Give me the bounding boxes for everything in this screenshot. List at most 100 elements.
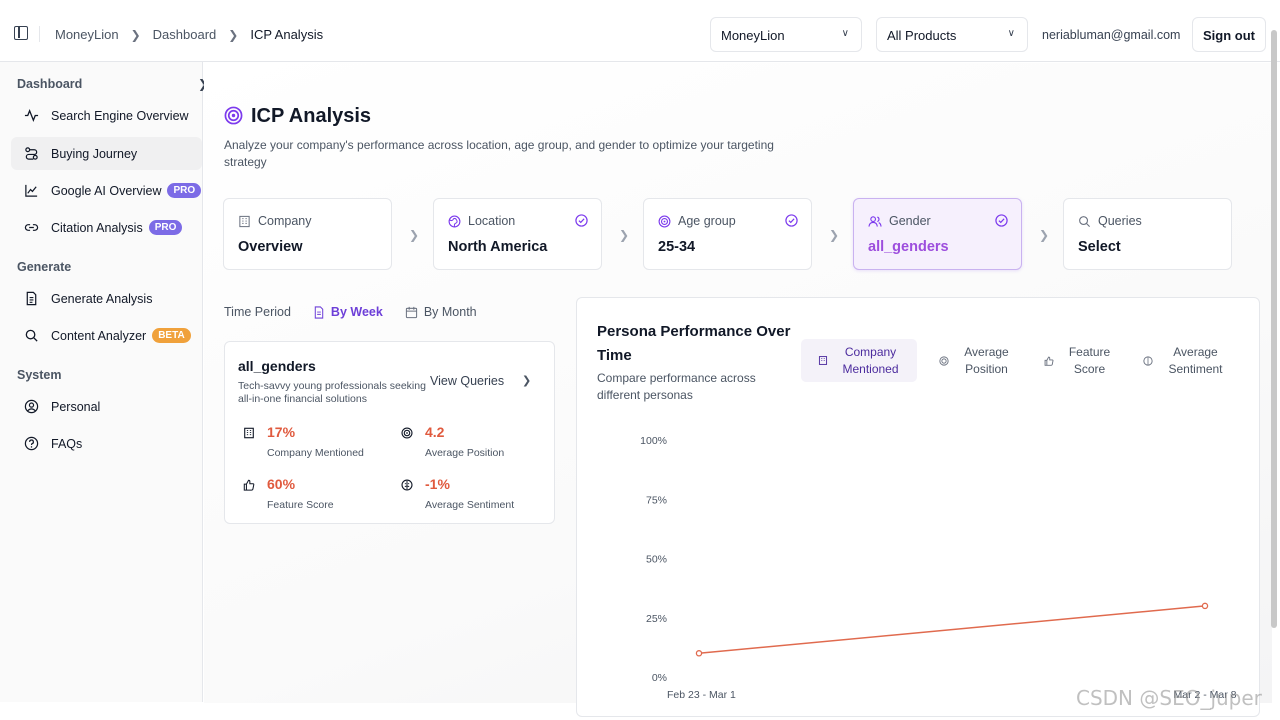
step-age-group[interactable]: Age group 25-34 <box>643 198 812 270</box>
tab-feature-score[interactable]: Feature Score <box>1033 339 1123 382</box>
sidebar-item-google-ai-overview[interactable]: Google AI Overview PRO <box>11 174 202 207</box>
y-tick-label: 25% <box>646 613 667 625</box>
persona-performance-chart-card: Persona Performance Over Time Compare pe… <box>576 297 1260 717</box>
pro-badge: PRO <box>148 220 183 235</box>
time-period-label: Time Period <box>224 305 291 319</box>
page-scrollbar[interactable] <box>1271 30 1277 628</box>
series-line <box>698 605 1206 655</box>
users-icon <box>868 215 882 228</box>
chevron-right-icon: ❯ <box>829 228 840 242</box>
activity-icon <box>23 108 39 124</box>
link-icon <box>23 220 39 236</box>
company-select[interactable]: MoneyLion ∨ <box>710 17 862 52</box>
target-icon <box>224 106 243 128</box>
breadcrumb-current: ICP Analysis <box>250 27 324 42</box>
tab-label: Average Sentiment <box>1168 344 1223 376</box>
sidebar-toggle-icon[interactable] <box>14 26 28 40</box>
step-gender[interactable]: Gender all_genders <box>853 198 1022 270</box>
metric-caption: Company Mentioned <box>267 447 364 459</box>
data-point[interactable] <box>1201 602 1209 610</box>
calendar-icon <box>405 306 418 319</box>
step-location[interactable]: Location North America <box>433 198 602 270</box>
target-icon <box>401 427 413 442</box>
sidebar-item-search-engine-overview[interactable]: Search Engine Overview <box>11 99 202 132</box>
x-tick-label: Mar 2 - Mar 8 <box>1173 689 1236 701</box>
product-select[interactable]: All Products ∨ <box>876 17 1028 52</box>
document-icon <box>313 305 325 319</box>
y-tick-label: 0% <box>652 672 667 684</box>
by-week-label: By Week <box>330 305 383 319</box>
search-icon <box>1078 215 1091 228</box>
tab-label: Company Mentioned <box>842 344 899 376</box>
breadcrumb-item[interactable]: Dashboard <box>152 27 217 42</box>
search-icon <box>23 328 39 344</box>
sidebar-item-personal[interactable]: Personal <box>11 390 202 423</box>
sidebar-item-content-analyzer[interactable]: Content Analyzer BETA <box>11 319 202 352</box>
metric-caption: Average Sentiment <box>425 499 515 511</box>
step-value: all_genders <box>868 239 949 255</box>
by-month-option[interactable]: By Month <box>405 305 477 319</box>
user-email: neriabluman@gmail.com <box>1042 28 1181 42</box>
sidebar-item-label: Generate Analysis <box>51 291 153 306</box>
sidebar-item-citation-analysis[interactable]: Citation Analysis PRO <box>11 211 202 244</box>
chevron-right-icon: ❯ <box>619 228 630 242</box>
step-label-row: Gender <box>868 214 931 228</box>
chart-line-icon <box>23 183 39 199</box>
top-header: MoneyLion ❯ Dashboard ❯ ICP Analysis Mon… <box>0 0 1280 62</box>
step-value: Overview <box>238 239 303 255</box>
by-month-label: By Month <box>423 305 477 319</box>
metric-value: -1% <box>425 476 450 492</box>
chevron-down-icon: ∨ <box>841 28 849 39</box>
tab-company-mentioned[interactable]: Company Mentioned <box>801 339 917 382</box>
tab-average-position[interactable]: Average Position <box>925 339 1025 382</box>
step-value: North America <box>448 239 548 255</box>
sign-out-button[interactable]: Sign out <box>1192 17 1266 52</box>
step-value: Select <box>1078 239 1121 255</box>
sidebar-item-generate-analysis[interactable]: Generate Analysis <box>11 282 202 315</box>
building-icon <box>243 427 255 442</box>
chevron-right-icon[interactable]: ❯ <box>198 77 208 91</box>
step-label-row: Location <box>448 214 515 228</box>
sidebar-heading: Dashboard <box>17 77 83 91</box>
metric-caption: Feature Score <box>267 499 334 511</box>
sidebar: Dashboard ❯ Search Engine Overview Buyin… <box>0 62 208 702</box>
x-tick-label: Feb 23 - Mar 1 <box>667 689 736 701</box>
company-select-value: MoneyLion <box>721 28 785 43</box>
step-label-row: Age group <box>658 214 736 228</box>
globe-icon <box>448 215 461 228</box>
beta-badge: BETA <box>152 328 191 343</box>
sidebar-item-label: Content Analyzer <box>51 328 147 343</box>
data-point[interactable] <box>695 650 703 657</box>
sidebar-item-faqs[interactable]: FAQs <box>11 427 202 460</box>
tab-average-sentiment[interactable]: Average Sentiment <box>1131 339 1237 382</box>
chevron-right-icon: ❯ <box>409 228 420 242</box>
y-tick-label: 50% <box>646 554 667 566</box>
by-week-option[interactable]: By Week <box>313 305 383 319</box>
sidebar-item-label: Personal <box>51 399 101 414</box>
document-icon <box>23 291 39 307</box>
check-circle-icon <box>785 214 798 230</box>
step-label-row: Queries <box>1078 214 1142 228</box>
step-label-row: Company <box>238 214 312 228</box>
sidebar-item-label: Citation Analysis <box>51 220 143 235</box>
chevron-right-icon: ❯ <box>228 27 239 42</box>
metric-value: 60% <box>267 476 296 492</box>
metric-value: 4.2 <box>425 424 445 440</box>
step-queries[interactable]: Queries Select <box>1063 198 1232 270</box>
time-period-toggle: Time Period By Week By Month <box>224 305 499 319</box>
sentiment-icon <box>401 479 413 494</box>
watermark: CSDN @SEO_juper <box>1076 686 1262 710</box>
sidebar-item-buying-journey[interactable]: Buying Journey <box>11 137 202 170</box>
page-header: ICP Analysis <box>224 105 371 128</box>
chevron-right-icon[interactable]: ❯ <box>522 375 532 387</box>
breadcrumb-item[interactable]: MoneyLion <box>55 27 119 42</box>
step-label: Gender <box>889 214 931 228</box>
thumbs-up-icon <box>1044 356 1054 366</box>
tab-label: Average Position <box>964 344 1009 376</box>
building-icon <box>818 355 828 366</box>
step-company[interactable]: Company Overview <box>223 198 392 270</box>
check-circle-icon <box>995 214 1008 230</box>
view-queries-link[interactable]: View Queries <box>430 374 505 388</box>
page-subtitle: Analyze your company's performance acros… <box>224 138 774 169</box>
persona-name: all_genders <box>238 358 316 374</box>
